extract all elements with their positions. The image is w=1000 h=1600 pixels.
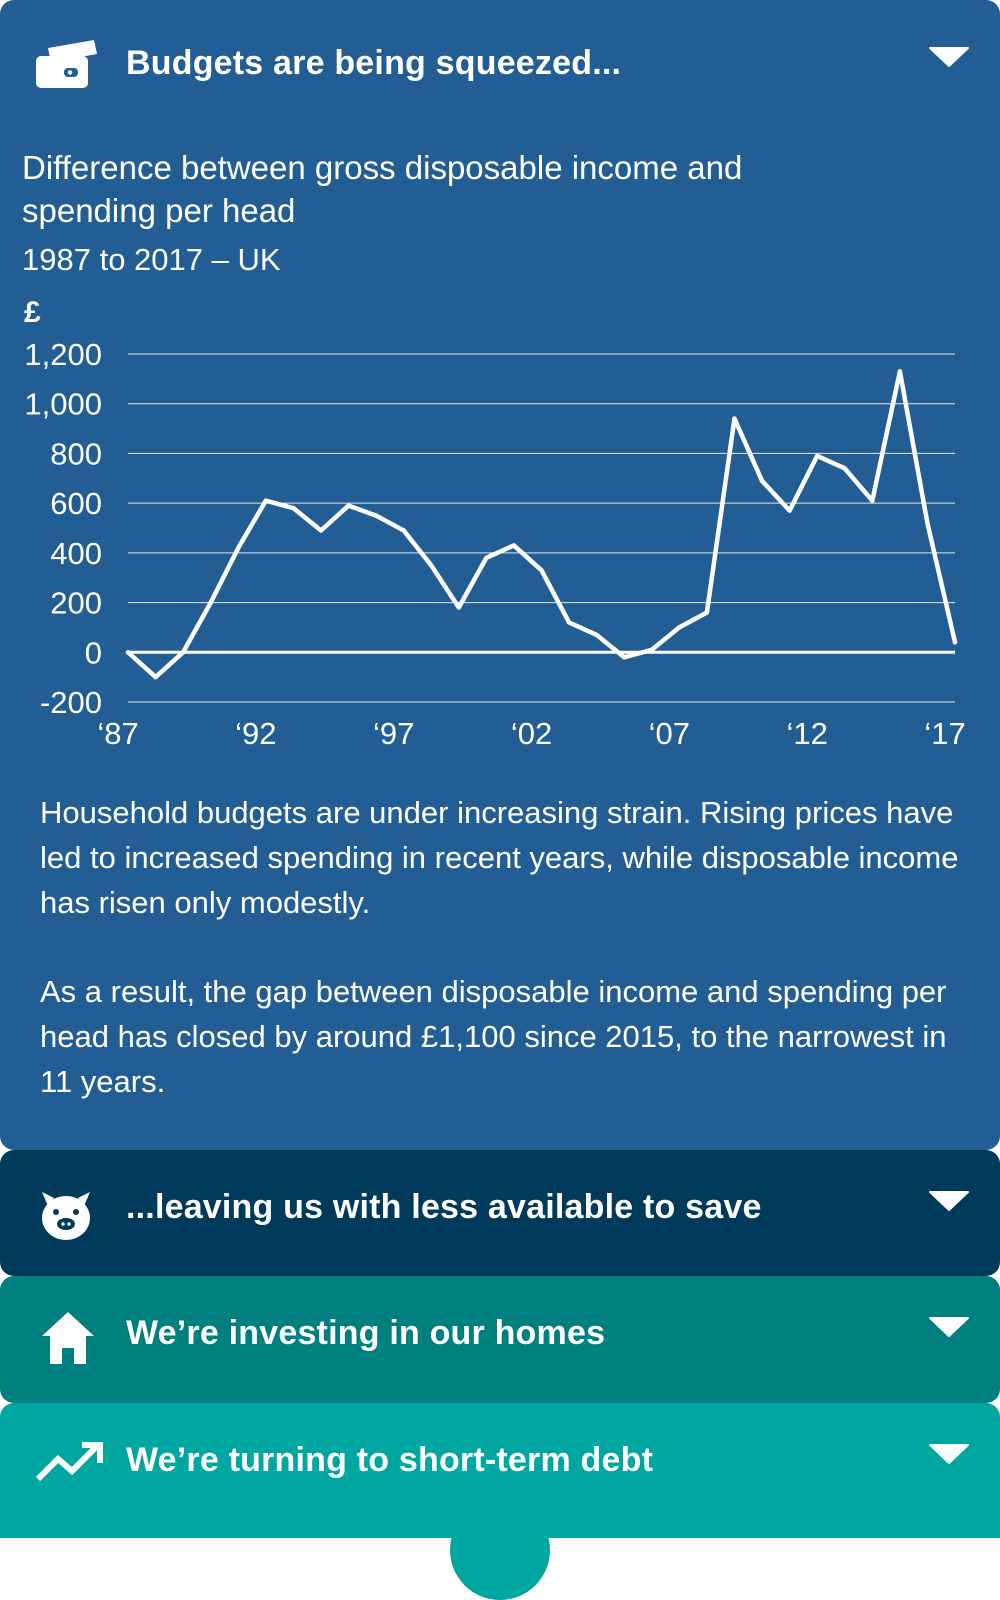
data-point — [842, 466, 847, 471]
chevron-down-icon[interactable] — [928, 1443, 970, 1465]
debt-panel-title: We’re turning to short-term debt — [126, 1441, 654, 1479]
x-tick-label: ‘87 — [97, 716, 138, 751]
y-axis-label: £ — [24, 296, 41, 329]
budgets-panel: Budgets are being squeezed... Difference… — [0, 0, 1000, 1150]
data-point — [566, 620, 572, 625]
data-point — [539, 568, 544, 573]
data-point — [456, 605, 461, 610]
y-tick-label: 1,000 — [24, 387, 102, 422]
y-tick-label: 1,200 — [24, 337, 102, 372]
line-chart: -200 0 200 400 600 800 1,000 1,200 ‘87 ‘92 ‘97 ‘02… — [24, 296, 966, 751]
x-tick-label: ‘02 — [511, 716, 552, 751]
scroll-down-tab[interactable] — [450, 1500, 550, 1600]
data-point — [870, 498, 875, 503]
data-point — [373, 513, 379, 518]
homes-panel-title: We’re investing in our homes — [126, 1314, 606, 1352]
data-point — [787, 508, 792, 513]
data-point — [925, 520, 930, 526]
body-paragraph-2: As a result, the gap between disposable … — [40, 974, 947, 1099]
save-panel[interactable]: ...leaving us with less available to sav… — [0, 1150, 1000, 1276]
data-point — [897, 369, 903, 374]
x-axis-tick-labels: ‘87 ‘92 ‘97 ‘02 ‘07 ‘12 ‘17 — [97, 716, 965, 751]
data-point — [263, 498, 268, 503]
x-tick-label: ‘92 — [235, 716, 276, 751]
chart-gridlines — [128, 353, 955, 703]
y-tick-label: 200 — [50, 586, 102, 621]
data-point — [153, 674, 158, 680]
y-tick-label: 0 — [85, 635, 102, 670]
x-tick-label: ‘97 — [373, 716, 414, 751]
data-point — [125, 650, 131, 655]
chart-title: Difference between gross disposable inco… — [22, 149, 743, 229]
save-panel-title: ...leaving us with less available to sav… — [126, 1188, 762, 1226]
chevron-down-icon[interactable] — [928, 1190, 970, 1212]
data-point — [318, 528, 324, 533]
data-point — [291, 505, 296, 511]
data-point — [677, 625, 682, 630]
chart-subtitle: 1987 to 2017 – UK — [22, 242, 281, 277]
y-tick-label: 800 — [50, 436, 102, 471]
data-point — [208, 600, 213, 605]
data-point — [759, 478, 765, 483]
data-point — [429, 563, 434, 568]
data-point — [401, 528, 406, 533]
data-point — [236, 545, 241, 551]
data-point — [346, 503, 351, 508]
data-point — [622, 655, 627, 660]
data-point — [180, 650, 186, 655]
y-tick-label: 400 — [50, 536, 102, 571]
data-point — [732, 416, 737, 421]
data-point — [952, 640, 958, 645]
x-tick-label: ‘12 — [786, 716, 827, 751]
piggy-bank-icon — [42, 1192, 90, 1240]
data-point — [704, 610, 710, 615]
y-axis-tick-labels: -200 0 200 400 600 800 1,000 1,200 — [24, 337, 102, 720]
body-paragraph-1: Household budgets are under increasing s… — [40, 795, 959, 920]
data-point — [594, 632, 599, 638]
x-tick-label: ‘17 — [924, 716, 965, 751]
data-point — [511, 543, 517, 548]
x-tick-label: ‘07 — [649, 716, 690, 751]
y-tick-label: 600 — [50, 486, 102, 521]
house-icon — [42, 1312, 94, 1364]
trend-up-icon — [35, 1442, 103, 1482]
data-point — [649, 647, 654, 652]
y-tick-label: -200 — [40, 685, 102, 720]
data-point — [484, 555, 489, 560]
budgets-panel-header[interactable]: Budgets are being squeezed... — [0, 0, 1000, 128]
chevron-down-icon[interactable] — [928, 46, 970, 68]
data-point — [815, 453, 820, 459]
wallet-icon — [36, 40, 97, 88]
chevron-down-icon[interactable] — [928, 1316, 970, 1338]
budgets-panel-title: Budgets are being squeezed... — [126, 44, 622, 82]
homes-panel[interactable]: We’re investing in our homes — [0, 1276, 1000, 1403]
series-line — [125, 369, 958, 680]
chart-series — [125, 369, 958, 680]
